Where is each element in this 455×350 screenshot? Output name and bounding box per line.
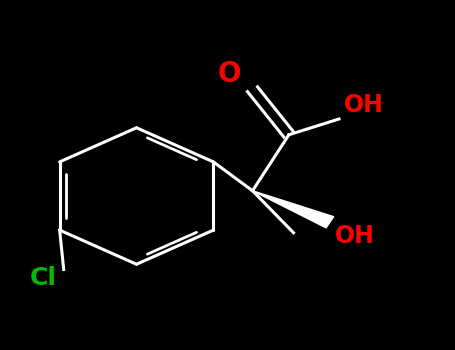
Text: OH: OH: [344, 93, 384, 117]
Polygon shape: [253, 191, 334, 228]
Text: OH: OH: [334, 224, 374, 248]
Text: Cl: Cl: [30, 266, 57, 290]
Text: O: O: [217, 60, 241, 88]
